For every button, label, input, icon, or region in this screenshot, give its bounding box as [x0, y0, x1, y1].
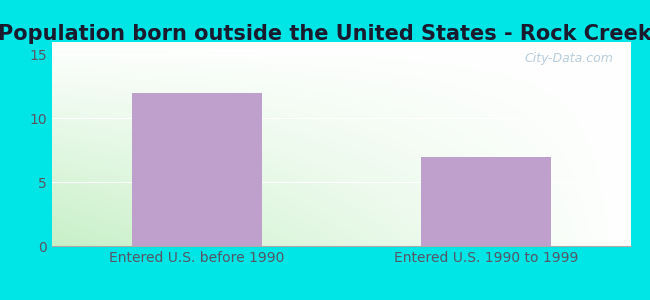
Text: Population born outside the United States - Rock Creek: Population born outside the United State… — [0, 24, 650, 44]
Bar — [421, 157, 551, 246]
Bar — [131, 93, 262, 246]
Text: City-Data.com: City-Data.com — [525, 52, 613, 65]
